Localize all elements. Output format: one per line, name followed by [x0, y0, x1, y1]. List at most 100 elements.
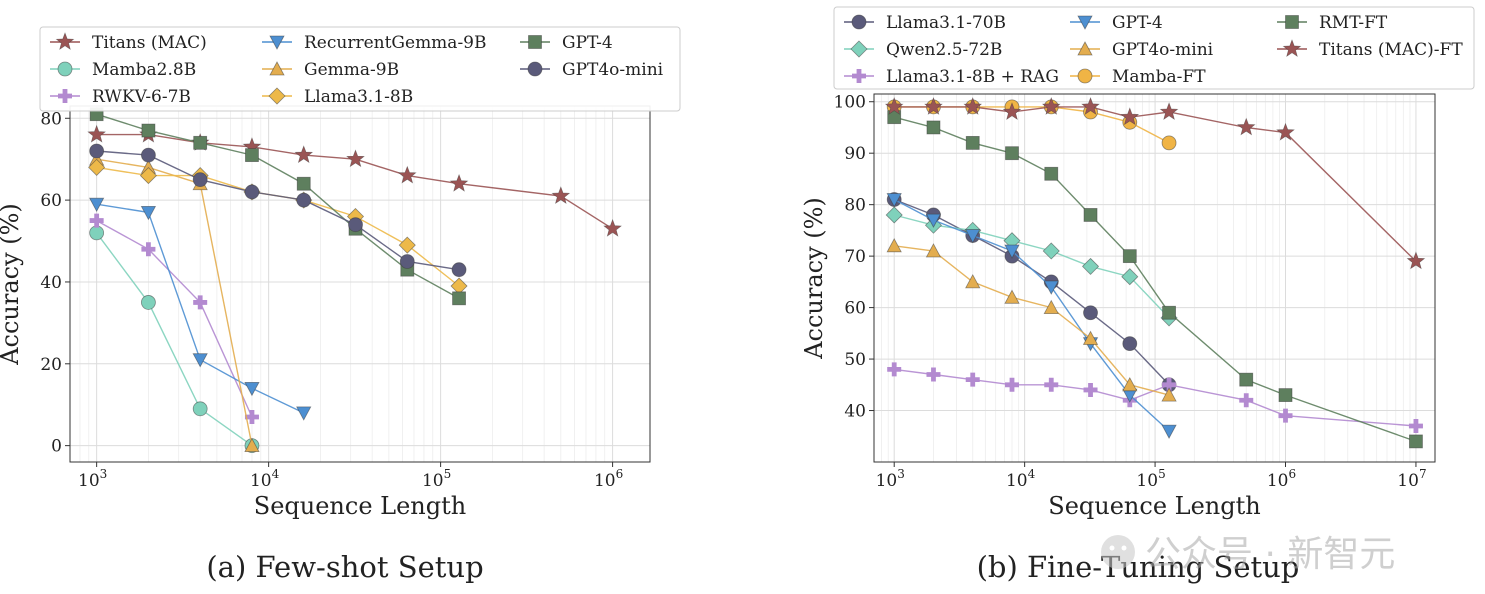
caption-fine-tuning: (b) Fine-Tuning Setup	[977, 550, 1300, 584]
data-point	[551, 186, 571, 204]
legend-entry-llama3-1-70b: Llama3.1-70B	[844, 13, 1006, 33]
data-point	[884, 97, 904, 115]
y-tick-label: 40	[40, 273, 62, 293]
data-point	[1004, 289, 1020, 304]
data-point	[296, 176, 311, 191]
data-point	[1161, 387, 1177, 402]
legend-label: Llama3.1-8B	[304, 87, 413, 107]
legend: Llama3.1-70B Qwen2.5-72B Llama3.1-8B + RAG…	[833, 6, 1475, 90]
x-tick-label: 106	[1267, 467, 1296, 491]
x-tick-label: 104	[1006, 467, 1036, 491]
data-point	[1278, 388, 1293, 402]
data-point	[1002, 102, 1022, 120]
legend-marker	[851, 14, 867, 30]
y-tick-label: 80	[844, 196, 866, 216]
data-point	[87, 124, 107, 143]
data-point	[1081, 257, 1100, 275]
legend-entry-mamba-ft: Mamba-FT	[1070, 67, 1206, 87]
x-tick-label: 104	[250, 467, 280, 491]
watermark: 公众号 · 新智元	[1101, 534, 1395, 575]
data-point	[1278, 408, 1293, 423]
legend-marker	[852, 69, 866, 83]
data-point	[1409, 434, 1423, 449]
watermark-text: 公众号 · 新智元	[1145, 534, 1395, 575]
data-point	[140, 205, 157, 221]
data-point	[925, 213, 942, 228]
data-point	[925, 243, 942, 258]
data-point	[193, 295, 208, 310]
legend-entry-rwkv-6-7b: RWKV-6-7B	[50, 87, 191, 107]
data-point	[1162, 305, 1176, 320]
data-point	[965, 274, 981, 289]
data-point	[1083, 208, 1098, 222]
series-titans-mac-ft	[884, 97, 1426, 270]
legend-label: RecurrentGemma-9B	[304, 33, 487, 53]
data-point	[141, 295, 156, 310]
legend-entry-titans-mac-ft: Titans (MAC)-FT	[1277, 39, 1463, 60]
legend: Titans (MAC) Mamba2.8B RWKV-6-7B RecurrentG…	[39, 26, 681, 112]
legend-entry-mamba2-8b: Mamba2.8B	[50, 60, 196, 80]
data-point	[1406, 251, 1426, 270]
data-point	[348, 217, 363, 233]
data-point	[1162, 377, 1177, 392]
legend-label: Titans (MAC)	[92, 33, 207, 53]
x-axis-ticks: 103 104 105 106	[78, 462, 623, 491]
legend-label: GPT-4	[562, 33, 613, 53]
x-tick-label: 106	[594, 467, 623, 491]
data-point	[1161, 424, 1177, 439]
x-tick-label: 103	[78, 467, 107, 491]
x-axis-label: Sequence Length	[1048, 492, 1260, 520]
data-point	[965, 229, 981, 244]
data-point	[1081, 97, 1100, 115]
y-tick-label: 40	[844, 402, 866, 422]
legend-marker	[1077, 15, 1093, 30]
data-point	[886, 237, 902, 253]
data-point	[965, 372, 980, 387]
data-point	[1044, 377, 1059, 392]
data-point	[1236, 117, 1256, 136]
y-axis-label: Accuracy (%)	[800, 197, 828, 360]
data-point	[1122, 336, 1138, 352]
data-point	[451, 262, 467, 278]
legend-marker	[58, 89, 72, 103]
data-point	[887, 362, 902, 377]
data-point	[1043, 280, 1059, 295]
data-point	[346, 149, 365, 168]
data-point	[141, 242, 156, 257]
legend-label: RWKV-6-7B	[92, 87, 191, 107]
series-gpt4o-mini	[886, 237, 1177, 402]
series-gpt4o-mini	[89, 143, 467, 278]
data-point	[1042, 242, 1060, 260]
data-point	[296, 192, 312, 208]
y-tick-label: 20	[40, 355, 62, 375]
series-gpt-4	[886, 193, 1177, 439]
data-point	[1005, 146, 1019, 161]
panel-fine-tuning: 40 50 60 70 80 90 100 103 104 105 106 107 Sequence L…	[800, 6, 1475, 520]
data-point	[1408, 418, 1423, 433]
legend-label: Titans (MAC)-FT	[1319, 40, 1463, 60]
data-point	[296, 406, 312, 421]
legend-label: GPT4o-mini	[562, 60, 664, 80]
x-tick-label: 103	[876, 467, 905, 491]
data-point	[603, 218, 622, 237]
legend-marker	[269, 61, 285, 76]
y-axis-label: Accuracy (%)	[0, 203, 24, 366]
legend-marker	[1077, 41, 1093, 56]
series-line	[96, 219, 253, 418]
data-point	[193, 135, 208, 150]
legend-entry-recurrentgemma-9b: RecurrentGemma-9B	[262, 33, 487, 53]
legend-label: GPT-4	[1112, 13, 1163, 33]
y-tick-label: 0	[51, 437, 62, 457]
data-point	[924, 97, 943, 115]
legend-entry-titans-mac: Titans (MAC)	[50, 32, 207, 53]
legend-marker	[527, 61, 543, 77]
data-point	[449, 173, 469, 192]
x-tick-label: 105	[422, 467, 451, 491]
data-point	[1083, 382, 1098, 397]
data-point	[192, 353, 208, 368]
legend-box	[39, 26, 681, 112]
data-point	[89, 225, 105, 241]
series-line	[96, 150, 460, 271]
legend-entry-llama3-1-8b-rag: Llama3.1-8B + RAG	[844, 67, 1059, 87]
